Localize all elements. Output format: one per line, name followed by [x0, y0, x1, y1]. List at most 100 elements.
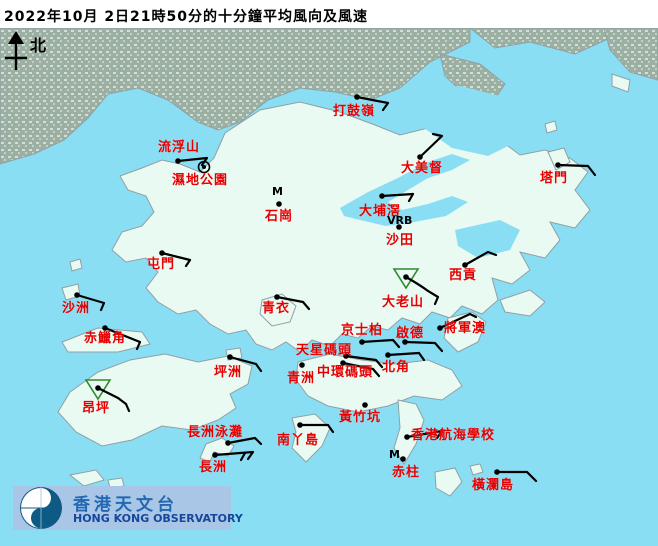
station-ngong-ping — [84, 379, 131, 413]
station-hk-sea-school — [404, 429, 444, 440]
station-label-hk-sea-school: 香港航海學校 — [411, 428, 496, 443]
station-tsing-yi — [274, 294, 311, 311]
page-title: 2022年10月 2日21時50分的十分鐘平均風向及風速 — [4, 9, 369, 25]
station-label-sha-chau: 沙洲 — [62, 301, 91, 316]
station-dot — [175, 158, 181, 164]
station-dot — [462, 262, 468, 268]
station-label-tsing-yi: 青衣 — [262, 301, 291, 316]
station-dot — [95, 385, 101, 391]
station-central-pier — [340, 360, 381, 378]
station-dot — [385, 352, 391, 358]
station-dot — [227, 354, 233, 360]
title-bar: 2022年10月 2日21時50分的十分鐘平均風向及風速 — [0, 0, 658, 28]
station-dot — [354, 94, 360, 100]
station-star-ferry-pier — [343, 353, 384, 369]
station-dot — [276, 201, 282, 207]
station-dot — [359, 339, 365, 345]
inlets — [340, 86, 530, 258]
station-dot — [159, 250, 165, 256]
station-label-stanley: 赤柱 — [392, 465, 421, 480]
station-stanley — [400, 456, 406, 462]
station-dot — [212, 452, 218, 458]
station-tai-po-kau — [379, 192, 415, 203]
station-dot — [202, 165, 206, 169]
station-label-lau-fau-shan: 流浮山 — [158, 140, 201, 155]
station-peng-chau — [227, 354, 263, 373]
wind-barb-icon — [463, 250, 498, 267]
station-label-shek-kong: 石崗 — [265, 209, 294, 224]
station-dot — [297, 422, 303, 428]
wind-barb-icon — [226, 436, 263, 446]
station-waglan-island — [494, 469, 538, 483]
station-kai-tak — [402, 339, 444, 353]
station-label-wetland-park: 濕地公園 — [172, 173, 229, 188]
station-label-sha-tin: 沙田 — [386, 233, 415, 248]
station-label-green-island: 青洲 — [287, 371, 316, 386]
station-shek-kong — [276, 201, 282, 207]
station-dot — [555, 162, 561, 168]
logo-title-english: HONG KONG OBSERVATORY — [73, 512, 243, 525]
station-label-waglan-island: 橫瀾島 — [472, 478, 515, 493]
station-chek-lap-kok — [102, 325, 142, 351]
wind-barb-icon — [75, 293, 106, 312]
station-sha-chau — [74, 292, 106, 312]
station-dot — [379, 193, 385, 199]
station-dot — [404, 434, 410, 440]
station-tai-mei-tuk — [417, 132, 444, 160]
wind-barb-icon — [386, 351, 426, 362]
station-marker-sha-tin: VRB — [387, 214, 413, 227]
station-label-chek-lap-kok: 赤鱲角 — [84, 331, 127, 346]
wind-barb-icon — [275, 295, 311, 311]
station-label-tates-cairn: 大老山 — [382, 295, 425, 310]
wind-barb-icon — [298, 423, 335, 434]
station-sha-tin — [396, 224, 402, 230]
station-label-wong-chuk-hang: 黃竹坑 — [339, 410, 382, 425]
station-lamma-island — [297, 422, 335, 434]
hko-logo-icon — [20, 487, 62, 529]
station-dot — [417, 154, 423, 160]
wind-barb-icon — [103, 326, 142, 351]
wind-barb-icon — [228, 355, 263, 373]
wind-barb-icon — [556, 163, 597, 177]
station-dot — [340, 360, 346, 366]
station-kings-park — [359, 338, 401, 349]
station-label-tuen-mun: 屯門 — [147, 257, 176, 272]
station-label-tap-mun: 塔門 — [540, 171, 569, 186]
station-north-point — [385, 351, 426, 362]
station-label-sai-kung: 西貢 — [449, 268, 478, 283]
wind-barb-icon — [213, 450, 255, 462]
station-dot — [362, 402, 368, 408]
station-wong-chuk-hang — [362, 402, 368, 408]
station-label-ta-kwu-ling: 打鼓嶺 — [333, 104, 376, 119]
station-tuen-mun — [159, 250, 192, 268]
wind-barb-icon — [404, 275, 440, 306]
station-marker-stanley: M — [389, 448, 400, 461]
wind-barb-icon — [344, 354, 384, 369]
station-dot — [102, 325, 108, 331]
north-arrow-icon — [5, 31, 27, 70]
triangle-symbol-icon — [84, 379, 112, 401]
station-label-peng-chau: 坪洲 — [214, 365, 243, 380]
wind-barb-icon — [360, 338, 401, 349]
hko-logo-banner: 香港天文台 HONG KONG OBSERVATORY — [13, 486, 243, 530]
stations-layer — [74, 94, 597, 483]
station-dot — [74, 292, 80, 298]
map-area: 打鼓嶺 流浮山 濕地公園 大美督 塔門 石崗 M 大埔滘 沙田 VRB 屯門 西貢 大老山 沙洲 青衣 赤鱲角… — [0, 28, 658, 546]
wind-barb-icon — [438, 312, 478, 330]
north-label: 北 — [30, 36, 47, 55]
station-tates-cairn — [392, 268, 440, 306]
station-dot — [437, 325, 443, 331]
station-label-ngong-ping: 昂坪 — [82, 401, 111, 416]
station-dot — [403, 274, 409, 280]
station-dot — [494, 469, 500, 475]
wind-barb-icon — [160, 251, 192, 268]
station-label-cheung-chau-beach: 長洲泳灘 — [187, 425, 244, 440]
station-label-tseung-kwan-o: 將軍澳 — [444, 321, 487, 336]
base-map — [0, 28, 658, 546]
wind-barb-icon — [355, 95, 390, 112]
station-label-central-pier: 中環碼頭 — [317, 365, 374, 380]
station-label-kings-park: 京士柏 — [341, 323, 384, 338]
station-ta-kwu-ling — [354, 94, 390, 112]
triangle-symbol-icon — [392, 268, 420, 290]
